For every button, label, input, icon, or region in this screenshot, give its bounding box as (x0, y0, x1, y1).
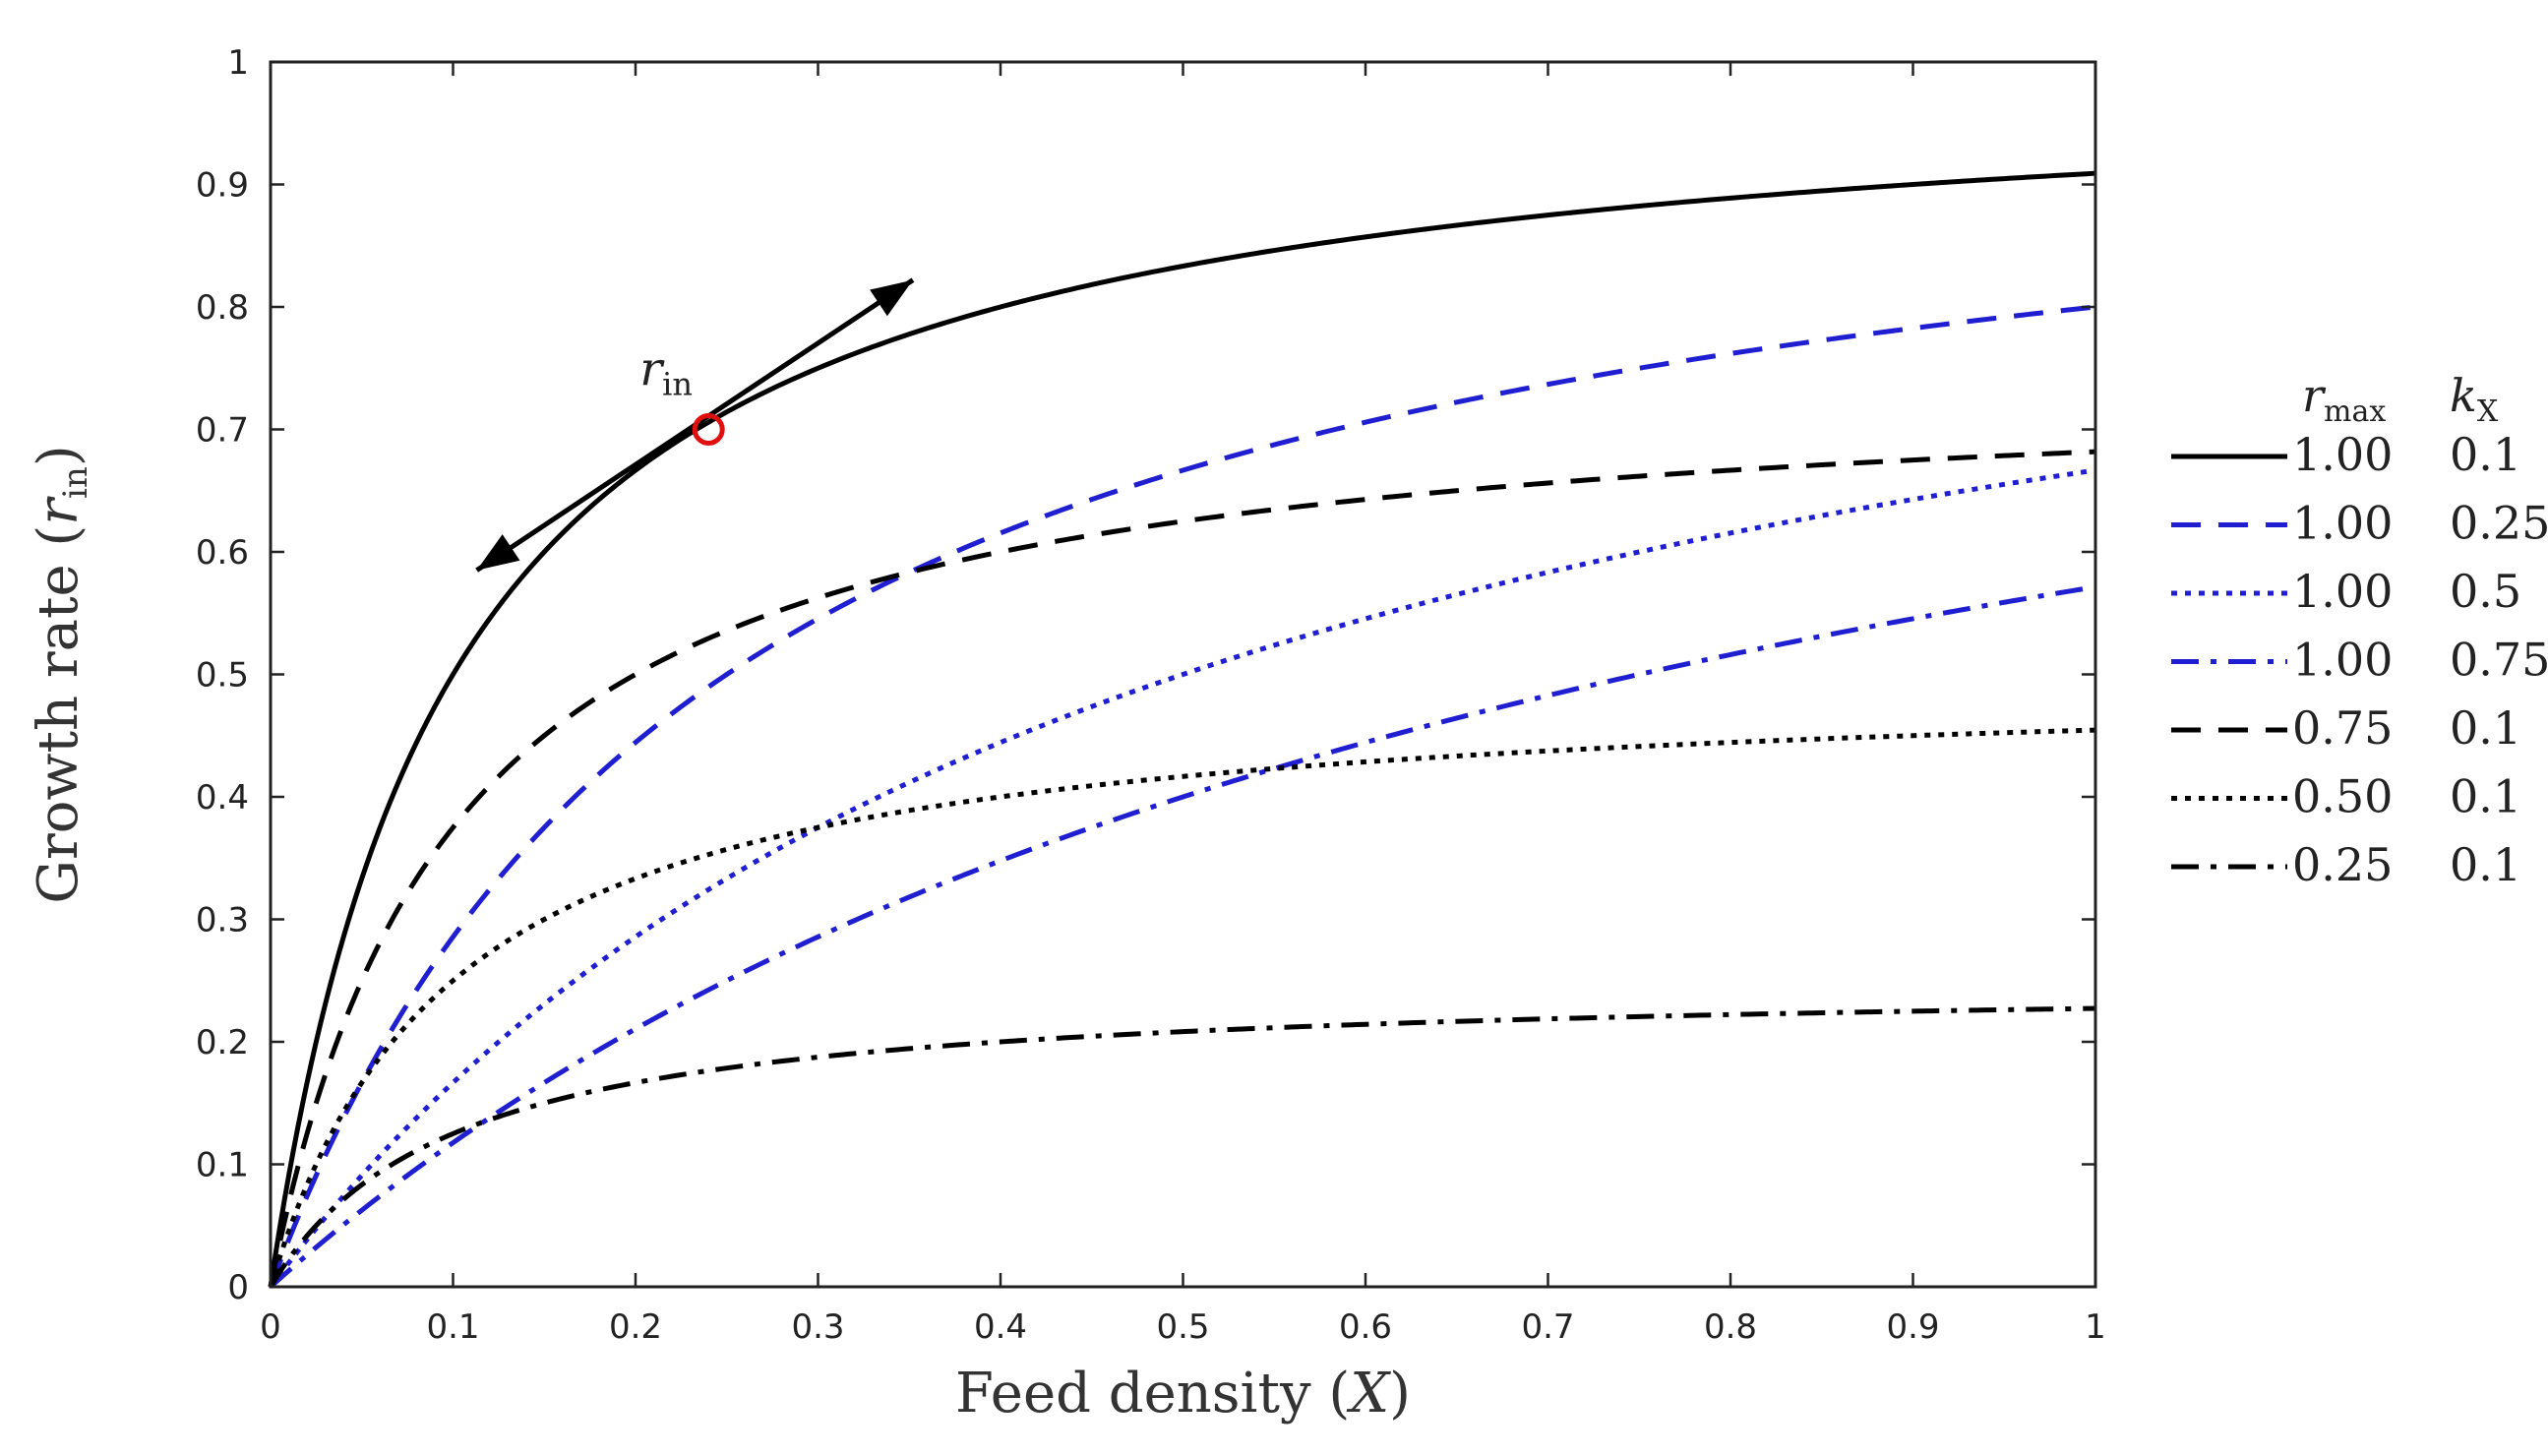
legend-header-sub-0: max (2324, 394, 2386, 429)
y-axis-label-close: ) (27, 445, 91, 466)
x-axis-label-close: ) (1389, 1362, 1411, 1426)
x-tick-label-8: 0.8 (1704, 1307, 1757, 1347)
legend-header-sub-1: X (2477, 394, 2499, 429)
y-axis-label-sub: in (56, 466, 95, 499)
legend-kx-2: 0.5 (2450, 565, 2521, 618)
annotation-label-var: r (639, 342, 665, 397)
series-line-5 (268, 727, 2096, 1288)
y-tick-label-5: 0.5 (196, 656, 249, 696)
series-line-4 (268, 449, 2096, 1288)
y-tick-label-0: 0 (227, 1268, 249, 1307)
legend-rmax-3: 1.00 (2292, 634, 2393, 687)
x-tick-label-1: 0.1 (426, 1307, 479, 1347)
y-tick-label-1: 0.1 (196, 1146, 249, 1185)
legend-header-var-1: k (2450, 369, 2477, 422)
y-tick-label-4: 0.4 (196, 778, 249, 818)
y-tick-label-2: 0.2 (196, 1023, 249, 1062)
y-axis-label-var: r (27, 496, 91, 525)
x-tick-label-0: 0 (260, 1307, 281, 1347)
series-line-1 (268, 304, 2096, 1288)
legend-kx-4: 0.1 (2450, 701, 2521, 755)
axis-ticks: 0 0.1 0.2 0.3 0.4 0.5 0.6 0.7 0.8 0.9 1 0 0.1 0.2 0.3 0… (196, 43, 2106, 1347)
x-axis-label: Feed density (X) (955, 1362, 1411, 1426)
x-tick-label-5: 0.5 (1156, 1307, 1209, 1347)
annotation-label-sub: in (662, 366, 693, 403)
legend-kx-5: 0.1 (2450, 770, 2521, 823)
legend-kx-6: 0.1 (2450, 838, 2521, 891)
x-tick-label-9: 0.9 (1886, 1307, 1939, 1347)
y-tick-label-8: 0.8 (196, 288, 249, 328)
series-line-2 (268, 467, 2096, 1289)
legend-rmax-2: 1.00 (2292, 565, 2393, 618)
y-tick-label-6: 0.6 (196, 533, 249, 573)
series-line-6 (268, 1005, 2096, 1289)
series-line-3 (269, 584, 2096, 1289)
legend-rmax-4: 0.75 (2292, 701, 2393, 755)
y-tick-label-9: 0.9 (196, 166, 249, 206)
y-axis-label: Growth rate (rin) (27, 445, 95, 903)
y-tick-label-10: 1 (227, 43, 249, 83)
x-axis-label-var: X (1346, 1362, 1391, 1426)
legend-header-1: kX (2450, 369, 2499, 429)
x-tick-label-6: 0.6 (1339, 1307, 1392, 1347)
series-lines (268, 170, 2096, 1289)
annotation-label: rin (639, 342, 693, 403)
x-axis-label-main: Feed density ( (955, 1362, 1350, 1426)
legend-rmax-0: 1.00 (2292, 428, 2393, 481)
series-line-0 (268, 170, 2096, 1288)
legend-kx-0: 0.1 (2450, 428, 2521, 481)
legend-header-0: rmax (2302, 369, 2386, 429)
tangent-arrowhead-down (476, 534, 520, 571)
legend-header-var-0: r (2302, 369, 2327, 422)
legend-kx-1: 0.25 (2450, 497, 2548, 550)
x-tick-label-7: 0.7 (1521, 1307, 1574, 1347)
x-tick-label-2: 0.2 (609, 1307, 662, 1347)
annotation: rin (475, 277, 915, 573)
x-tick-label-3: 0.3 (791, 1307, 844, 1347)
tangent-arrowhead-up (870, 279, 913, 317)
x-tick-label-10: 1 (2085, 1307, 2106, 1347)
legend-kx-3: 0.75 (2450, 634, 2548, 687)
legend: rmax kX 1.00 0.1 1.00 0.25 1.00 0.5 1.00 0.75 0.75… (2171, 369, 2548, 891)
x-tick-label-4: 0.4 (974, 1307, 1027, 1347)
y-tick-label-3: 0.3 (196, 901, 249, 940)
legend-rmax-5: 0.50 (2292, 770, 2393, 823)
y-tick-label-7: 0.7 (196, 411, 249, 451)
legend-rmax-6: 0.25 (2292, 838, 2393, 891)
legend-rmax-1: 1.00 (2292, 497, 2393, 550)
y-axis-label-main: Growth rate ( (27, 525, 91, 904)
operating-point-marker (692, 413, 725, 446)
